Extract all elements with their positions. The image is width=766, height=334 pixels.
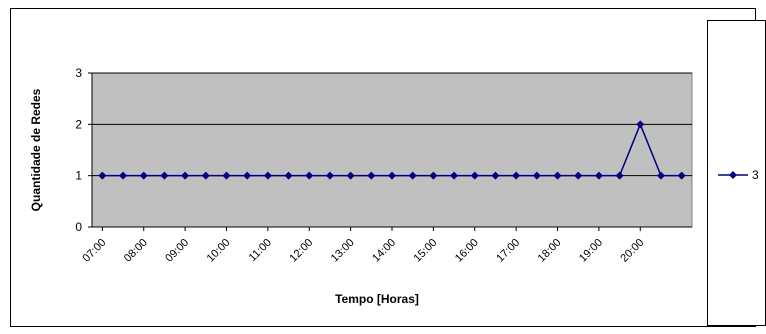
data-point <box>181 171 190 180</box>
data-point <box>429 171 438 180</box>
data-point <box>367 171 376 180</box>
data-point <box>139 171 148 180</box>
y-tick-label: 0 <box>75 220 82 234</box>
y-axis-ticks: 0 1 2 3 <box>75 66 92 234</box>
data-point <box>532 171 541 180</box>
data-point <box>553 171 562 180</box>
y-axis-title: Quantidade de Redes <box>29 88 43 211</box>
data-point <box>491 171 500 180</box>
y-tick-label: 3 <box>75 66 82 80</box>
data-point <box>512 171 521 180</box>
data-point <box>222 171 231 180</box>
data-point <box>305 171 314 180</box>
x-axis-title: Tempo [Horas] <box>335 292 419 306</box>
data-point <box>656 171 665 180</box>
data-point <box>594 171 603 180</box>
data-point <box>574 171 583 180</box>
plot-area <box>91 72 693 228</box>
series-group <box>98 120 686 180</box>
y-tick-label: 1 <box>75 169 82 183</box>
data-point <box>243 171 252 180</box>
data-point <box>615 171 624 180</box>
data-point <box>450 171 459 180</box>
legend-entry-label: 3 <box>752 168 759 182</box>
data-point <box>408 171 417 180</box>
data-point <box>263 171 272 180</box>
data-point <box>325 171 334 180</box>
y-tick-label: 2 <box>75 117 82 131</box>
data-point <box>201 171 210 180</box>
data-point <box>388 171 396 180</box>
data-point <box>636 120 645 129</box>
data-point <box>284 171 293 180</box>
data-point <box>98 171 107 180</box>
data-point <box>160 171 169 180</box>
data-point <box>119 171 128 180</box>
data-point <box>677 171 686 180</box>
legend-marker <box>729 171 737 179</box>
data-point <box>470 171 479 180</box>
data-point <box>346 171 355 180</box>
